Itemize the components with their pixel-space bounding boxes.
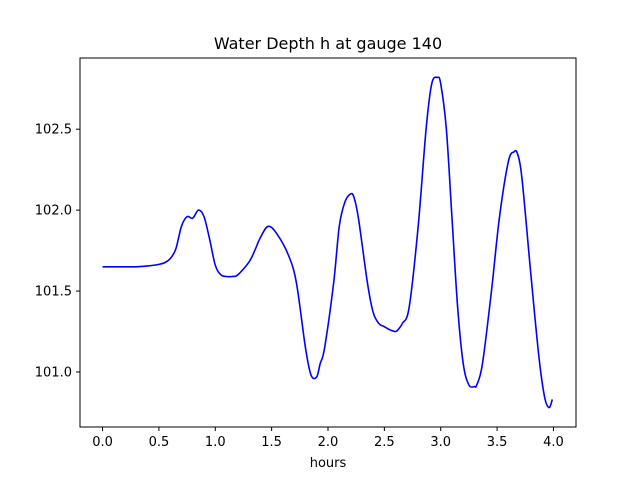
series-line [102, 76, 554, 409]
x-tick-label: 1.0 [205, 435, 226, 450]
y-axis: 101.0 101.5 102.0 102.5 [35, 123, 80, 380]
x-tick-label: 1.5 [261, 435, 282, 450]
x-tick-label: 0.0 [92, 435, 113, 450]
x-tick-label: 3.5 [487, 435, 508, 450]
y-tick-label: 102.0 [35, 204, 72, 219]
x-tick-label: 2.0 [318, 435, 339, 450]
x-axis: 0.0 0.5 1.0 1.5 2.0 2.5 3.0 3.5 4.0 [92, 427, 564, 450]
series-layer [102, 76, 554, 409]
plot-area [80, 58, 576, 427]
x-axis-label: hours [310, 456, 347, 471]
x-tick-label: 0.5 [149, 435, 170, 450]
chart-title: Water Depth h at gauge 140 [214, 34, 442, 53]
x-tick-label: 2.5 [374, 435, 395, 450]
x-tick-label: 4.0 [543, 435, 564, 450]
y-tick-label: 101.5 [35, 285, 72, 300]
x-tick-label: 3.0 [430, 435, 451, 450]
y-tick-label: 102.5 [35, 123, 72, 138]
y-tick-label: 101.0 [35, 365, 72, 380]
